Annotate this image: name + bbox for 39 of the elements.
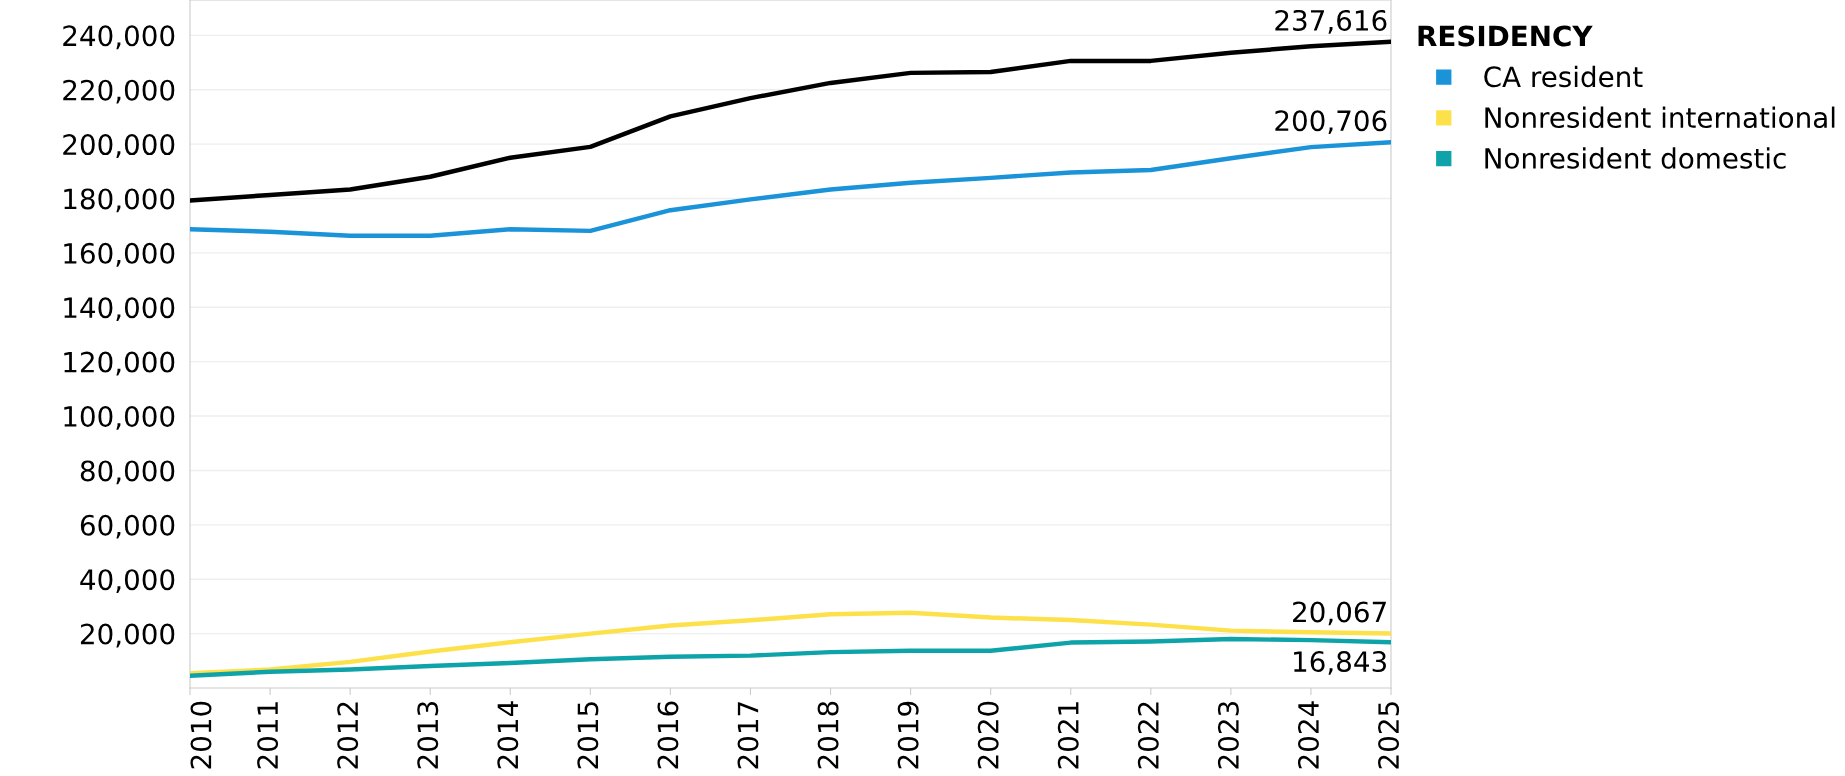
- legend-label: Nonresident domestic: [1485, 147, 1786, 169]
- y-tick-label: 100,000: [64, 406, 175, 430]
- y-tick-label: 200,000: [63, 134, 175, 158]
- y-tick-label: 20,000: [80, 623, 175, 648]
- y-tick-label: 120,000: [64, 351, 175, 376]
- legend-label: CA resident: [1484, 65, 1643, 88]
- y-tick-label: 80,000: [80, 460, 175, 485]
- x-tick-label: 2020: [977, 701, 999, 769]
- x-tick-label: 2015: [577, 702, 599, 769]
- y-tick-label: 240,000: [63, 25, 175, 50]
- x-tick-label: 2010: [190, 701, 212, 769]
- x-tick-label: 2013: [417, 702, 439, 769]
- line-series: [190, 39, 1391, 203]
- data-label: 237,616: [1275, 9, 1387, 34]
- x-tick-label: 2014: [497, 701, 519, 769]
- legend-label: Nonresident international: [1485, 106, 1835, 129]
- line-series: [190, 139, 1391, 238]
- x-tick-label: 2023: [1217, 702, 1239, 769]
- x-tick-label: 2025: [1378, 702, 1400, 769]
- x-tick-label: 2024: [1297, 701, 1319, 769]
- data-label: 20,067: [1293, 601, 1386, 626]
- y-tick-label: 160,000: [64, 242, 175, 267]
- x-tick-label: 2012: [337, 702, 359, 769]
- x-tick-label: 2021: [1057, 702, 1079, 769]
- x-tick-label: 2022: [1137, 702, 1159, 769]
- line-series: [190, 636, 1391, 678]
- y-tick-label: 60,000: [80, 514, 175, 539]
- data-label: 16,843: [1294, 651, 1386, 675]
- legend-title: RESIDENCY: [1418, 25, 1593, 47]
- x-tick-label: 2019: [897, 701, 919, 769]
- y-tick-label: 220,000: [63, 79, 175, 104]
- x-tick-label: 2016: [657, 701, 679, 769]
- x-tick-label: 2011: [257, 702, 279, 769]
- y-tick-label: 40,000: [80, 569, 175, 594]
- x-tick-label: 2018: [817, 701, 839, 769]
- data-label: 200,706: [1275, 110, 1387, 135]
- y-tick-label: 140,000: [64, 297, 175, 322]
- x-tick-label: 2017: [737, 702, 759, 769]
- y-tick-label: 180,000: [64, 188, 175, 213]
